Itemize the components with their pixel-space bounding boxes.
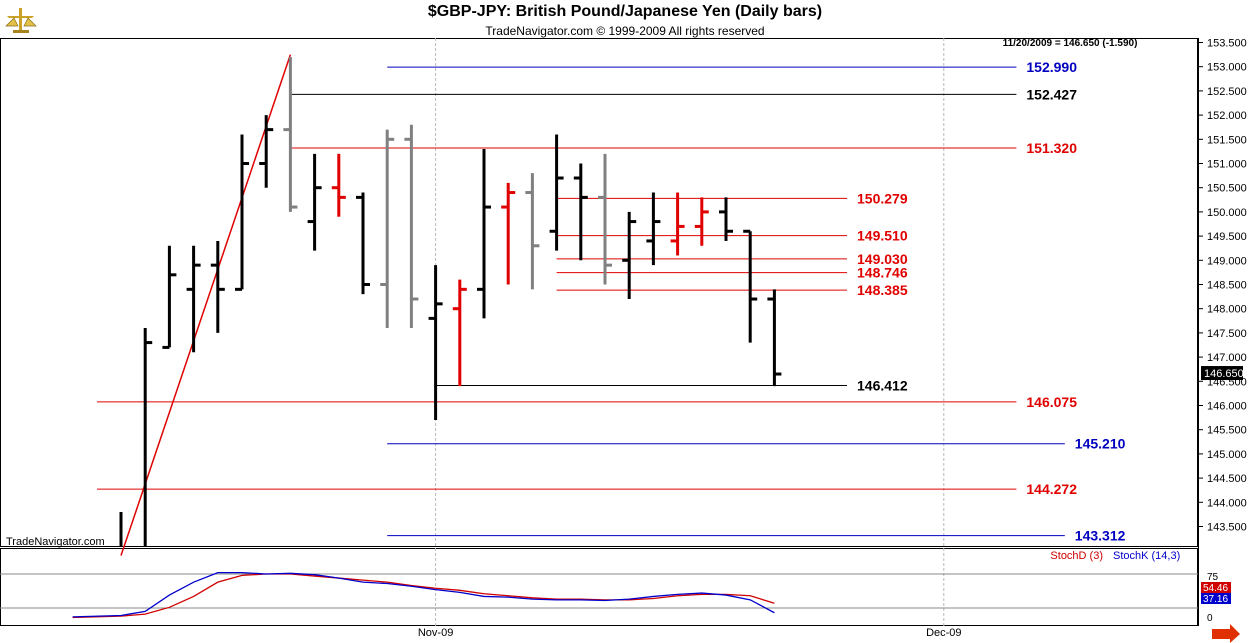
chart-subtitle: TradeNavigator.com © 1999-2009 All right… bbox=[485, 24, 765, 38]
stoch-tick-label: 0 bbox=[1207, 613, 1213, 624]
y-tick-label: 148.500 bbox=[1207, 280, 1247, 292]
y-tick-label: 144.500 bbox=[1207, 473, 1247, 485]
chart-frame bbox=[0, 38, 1199, 626]
level-label: 143.312 bbox=[1075, 528, 1126, 544]
time-axis[interactable]: Nov-09 Dec-09 bbox=[418, 624, 1240, 643]
y-tick-label: 146.000 bbox=[1207, 401, 1247, 413]
right-arrow-icon[interactable] bbox=[1212, 624, 1240, 643]
stoch-tick-label: 75 bbox=[1207, 572, 1219, 583]
last-price-badge: 146.650 bbox=[1204, 368, 1244, 380]
y-tick-label: 153.500 bbox=[1207, 38, 1247, 50]
level-label: 150.279 bbox=[857, 190, 908, 206]
y-tick-label: 145.500 bbox=[1207, 425, 1247, 437]
y-tick-label: 150.000 bbox=[1207, 207, 1247, 219]
stoch-series-line bbox=[72, 573, 775, 619]
y-tick-label: 151.000 bbox=[1207, 159, 1247, 171]
level-label: 148.746 bbox=[857, 265, 908, 281]
stoch-panel-border bbox=[0, 548, 1198, 626]
y-tick-label: 145.000 bbox=[1207, 449, 1247, 461]
level-label: 149.510 bbox=[857, 228, 908, 244]
y-tick-label: 147.500 bbox=[1207, 328, 1247, 340]
level-label: 145.210 bbox=[1075, 436, 1126, 452]
stoch-value-badge: 37.16 bbox=[1203, 594, 1228, 605]
price-panel-border bbox=[0, 38, 1198, 547]
x-tick-label: Nov-09 bbox=[418, 627, 453, 639]
x-tick-label: Dec-09 bbox=[926, 627, 961, 639]
level-label: 149.030 bbox=[857, 251, 908, 267]
stoch-series-line bbox=[72, 571, 775, 618]
last-price-badge-bg bbox=[1201, 366, 1243, 381]
level-label: 152.427 bbox=[1026, 86, 1077, 102]
stoch-value-badge: 54.46 bbox=[1203, 583, 1228, 594]
watermark: TradeNavigator.com bbox=[6, 536, 105, 548]
y-tick-label: 152.000 bbox=[1207, 110, 1247, 122]
price-axis[interactable]: 153.500 153.000 152.500 152.000 151.500 151.0… bbox=[1198, 38, 1247, 534]
y-tick-label: 150.500 bbox=[1207, 183, 1247, 195]
price-bars bbox=[119, 57, 782, 547]
level-label: 146.412 bbox=[857, 378, 908, 394]
trendline bbox=[120, 54, 292, 556]
y-tick-label: 147.000 bbox=[1207, 352, 1247, 364]
vertical-gridlines bbox=[435, 38, 945, 626]
y-tick-label: 148.000 bbox=[1207, 304, 1247, 316]
level-label: 152.990 bbox=[1026, 59, 1077, 75]
y-tick-label: 153.000 bbox=[1207, 62, 1247, 74]
level-label: 151.320 bbox=[1026, 140, 1077, 156]
stoch-value-badge-bg bbox=[1201, 593, 1231, 604]
y-tick-label: 152.500 bbox=[1207, 86, 1247, 98]
y-tick-label: 144.000 bbox=[1207, 497, 1247, 509]
stoch-legend-k: StochK (14,3) bbox=[1113, 550, 1180, 562]
y-tick-label: 149.000 bbox=[1207, 255, 1247, 267]
level-label: 148.385 bbox=[857, 282, 908, 298]
chart-title: $GBP-JPY: British Pound/Japanese Yen (Da… bbox=[427, 3, 823, 20]
trendline-segment bbox=[120, 54, 292, 556]
price-levels: 152.990 152.427 151.320 150.279 149.510 149.0… bbox=[97, 59, 1126, 544]
y-tick-label: 143.500 bbox=[1207, 522, 1247, 534]
y-tick-label: 149.500 bbox=[1207, 231, 1247, 243]
stoch-value-badge-bg bbox=[1201, 582, 1231, 593]
last-price-info: 11/20/2009 = 146.650 (-1.590) bbox=[1003, 38, 1138, 49]
level-label: 146.075 bbox=[1026, 394, 1077, 410]
level-label: 144.272 bbox=[1026, 481, 1077, 497]
y-tick-label: 151.500 bbox=[1207, 134, 1247, 146]
stoch-legend-d: StochD (3) bbox=[1050, 550, 1103, 562]
scales-icon[interactable] bbox=[4, 4, 38, 36]
